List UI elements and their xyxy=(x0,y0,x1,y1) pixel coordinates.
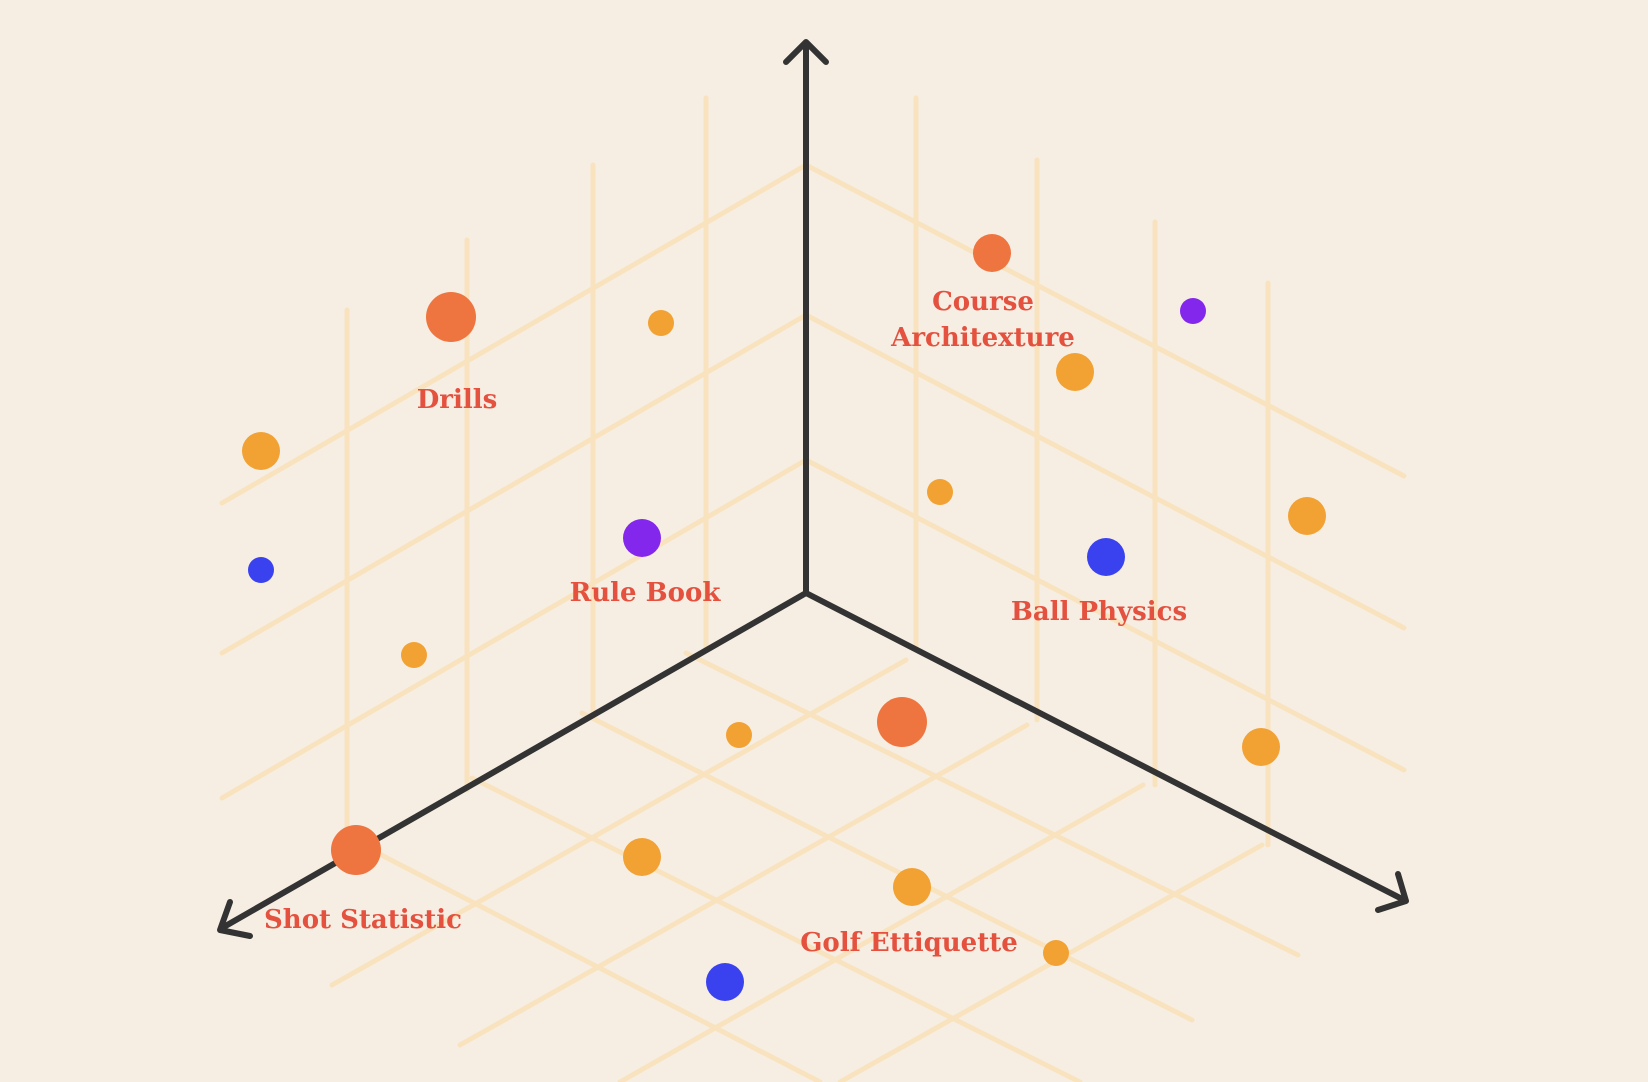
grid-line xyxy=(219,162,809,506)
label-rule-book: Rule Book xyxy=(570,578,722,608)
background-grid xyxy=(219,95,1407,1082)
grid-line xyxy=(803,162,1407,479)
grid-line xyxy=(219,457,809,801)
axes xyxy=(217,39,1409,939)
dot-shot-statistic xyxy=(331,825,381,875)
dot-floor-orange xyxy=(877,697,927,747)
dot-rule-book xyxy=(623,519,661,557)
dot-top-amber xyxy=(648,310,674,336)
dot-center-amber xyxy=(927,479,953,505)
dot-floor-right-amber xyxy=(1043,940,1069,966)
left-axis-arrow-icon xyxy=(217,899,253,939)
grid-line xyxy=(803,457,1407,773)
label-shot-statistic: Shot Statistic xyxy=(264,905,462,935)
label-golf-etiquette: Golf Ettiquette xyxy=(800,928,1018,958)
right-axis-arrow-icon xyxy=(1375,871,1409,913)
left-axis xyxy=(219,590,809,931)
dot-ball-physics xyxy=(1087,538,1125,576)
grid-line xyxy=(359,842,823,1082)
grid-line xyxy=(617,782,1146,1082)
labels: Drills Course Architexture Rule Book Bal… xyxy=(264,287,1187,958)
dot-course xyxy=(973,234,1011,272)
grid-line xyxy=(457,722,1030,1048)
label-course-architecture-line1: Course xyxy=(932,287,1034,317)
label-drills: Drills xyxy=(417,385,498,415)
dot-left-low-amber xyxy=(401,642,427,668)
label-ball-physics: Ball Physics xyxy=(1011,597,1187,627)
dot-left-amber xyxy=(242,432,280,470)
dot-floor-amber xyxy=(623,838,661,876)
right-axis xyxy=(803,590,1407,903)
dot-right-purple xyxy=(1180,298,1206,324)
grid-line xyxy=(579,710,1195,1023)
grid-line xyxy=(329,657,909,988)
dot-course-amber xyxy=(1056,353,1094,391)
grid-line xyxy=(469,775,1083,1082)
dot-left-blue xyxy=(248,557,274,583)
vertical-axis-arrow-icon xyxy=(783,39,829,65)
grid-line xyxy=(803,312,1407,631)
grid-line xyxy=(219,312,809,656)
grid-line xyxy=(683,650,1301,958)
dot-floor-small-amber xyxy=(726,722,752,748)
dot-drills xyxy=(426,292,476,342)
dot-right-low-amber xyxy=(1242,728,1280,766)
dot-bottom-blue xyxy=(706,963,744,1001)
data-dots xyxy=(242,234,1326,1001)
dot-golf-etiquette xyxy=(893,868,931,906)
label-course-architecture-line2: Architexture xyxy=(890,323,1075,353)
dot-far-right-amber xyxy=(1288,497,1326,535)
